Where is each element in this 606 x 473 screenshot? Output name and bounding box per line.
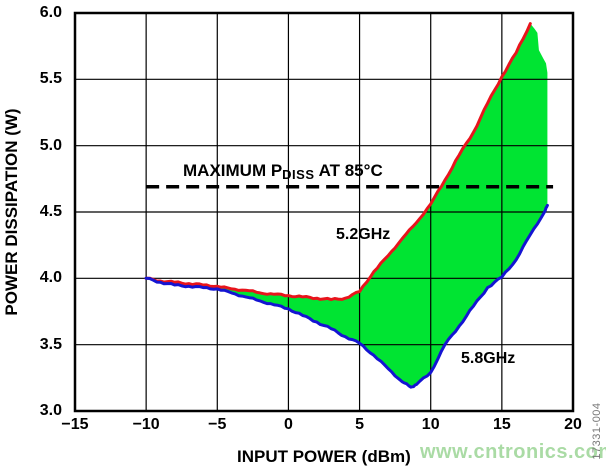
y-tick-label: 4.5 [39, 203, 62, 220]
y-tick-label: 5.0 [39, 136, 62, 154]
y-axis-title: POWER DISSIPATION (W) [2, 108, 21, 316]
series-label-5-2ghz: 5.2GHz [336, 226, 391, 243]
x-tick-label: 5 [355, 416, 365, 433]
band-fill [146, 23, 548, 388]
annotation-suffix: AT 85°C [314, 161, 383, 180]
x-tick-label: −5 [208, 416, 227, 433]
x-tick-label: 20 [564, 416, 582, 433]
annotation-prefix: MAXIMUM P [183, 161, 283, 180]
x-tick-label: 10 [421, 416, 440, 433]
y-tick-label: 4.0 [39, 269, 62, 287]
series-label-5-8ghz: 5.8GHz [461, 350, 516, 367]
plot-frame [73, 11, 575, 413]
series-5-2ghz-line [144, 22, 532, 302]
x-tick-label: 0 [283, 416, 293, 433]
annotation-subscript: DISS [282, 167, 315, 182]
x-axis-title: INPUT POWER (dBm) [237, 447, 411, 466]
x-tick-label: −10 [132, 416, 160, 433]
watermark-text: www.cntronics.com [420, 441, 606, 463]
y-tick-label: 3.0 [39, 402, 62, 419]
y-tick-label: 3.5 [39, 335, 62, 353]
y-tick-label: 5.5 [39, 70, 62, 88]
max-pdiss-annotation: MAXIMUM PDISS AT 85°C [183, 161, 383, 182]
series-5-8ghz-line [144, 203, 549, 389]
figure-code: 17331-004 [591, 402, 603, 460]
x-tick-label: 15 [492, 416, 511, 433]
x-tick-label: −15 [61, 416, 89, 433]
y-tick-label: 6.0 [39, 4, 62, 21]
